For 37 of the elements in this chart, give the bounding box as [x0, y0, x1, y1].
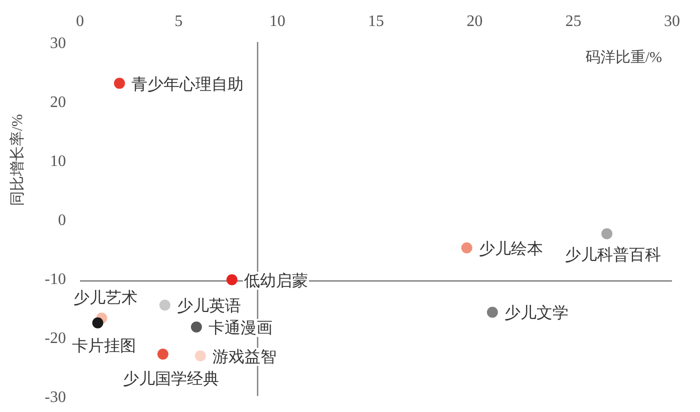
series-label: 卡片挂图	[72, 336, 136, 355]
y-tick-label: 30	[50, 35, 66, 52]
series-label: 少儿绘本	[478, 240, 543, 258]
x-axis-title: 码洋比重/%	[585, 49, 662, 66]
series-label: 少儿国学经典	[122, 370, 219, 388]
series-label: 卡通漫画	[208, 318, 272, 337]
point	[226, 274, 238, 286]
y-tick-label: 10	[50, 153, 66, 170]
x-tick-label: 15	[368, 13, 384, 30]
point	[114, 78, 125, 89]
point	[157, 348, 168, 360]
point	[486, 306, 498, 318]
point	[601, 228, 612, 240]
point	[190, 321, 202, 332]
series-label: 青少年心理自助	[131, 75, 244, 94]
y-tick-label: 20	[50, 94, 66, 111]
point	[461, 242, 472, 254]
point	[194, 350, 206, 362]
series-label: 少儿艺术	[74, 289, 138, 308]
x-tick-label: 20	[466, 13, 483, 30]
series-label: 少儿文学	[504, 304, 568, 322]
y-tick-label: -10	[44, 271, 66, 288]
y-tick-label: -20	[44, 330, 66, 347]
y-tick-label: 0	[58, 212, 66, 229]
series-label: 游戏益智	[212, 348, 276, 366]
x-tick-label: 10	[269, 13, 286, 30]
series-label: 少儿科普百科	[564, 246, 661, 264]
y-axis-title: 同比增长率/%	[9, 114, 26, 206]
x-tick-label: 25	[565, 13, 582, 30]
series-label: 低幼启蒙	[244, 272, 308, 290]
x-tick-label: 5	[174, 13, 183, 30]
y-tick-label: -30	[44, 389, 66, 406]
x-tick-label: 30	[664, 13, 680, 30]
point	[159, 300, 170, 311]
series-label: 少儿英语	[176, 297, 241, 316]
point	[92, 317, 104, 328]
x-tick-label: 0	[76, 13, 84, 30]
